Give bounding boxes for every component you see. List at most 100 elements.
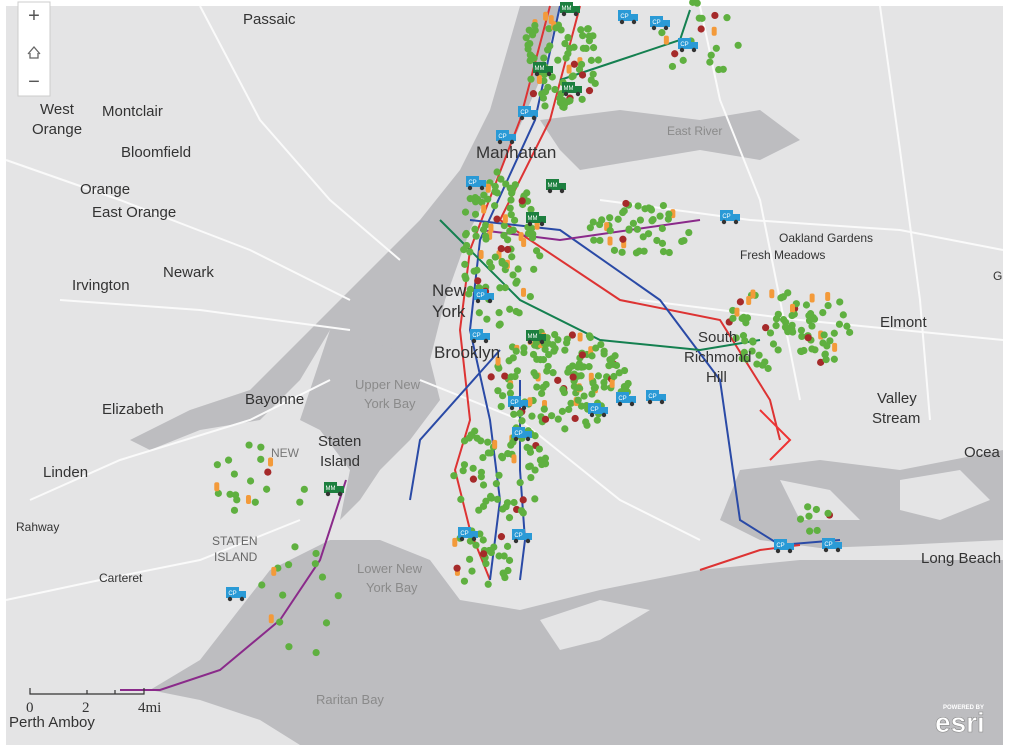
stop-dot xyxy=(477,473,485,481)
zoom-in-button[interactable]: + xyxy=(28,5,40,27)
stop-dot xyxy=(585,363,593,371)
truck-label: CP xyxy=(476,293,484,299)
truck-wheel xyxy=(527,339,533,345)
truck-body xyxy=(562,82,575,93)
stop-dot xyxy=(510,216,519,224)
school-marker xyxy=(485,183,491,193)
stop-dot xyxy=(569,72,577,80)
stop-dot xyxy=(518,417,526,425)
truck-cab xyxy=(509,134,516,141)
stop-dot xyxy=(453,564,461,572)
stop-dot xyxy=(755,351,763,359)
stop-dot xyxy=(264,468,272,476)
stop-dot xyxy=(461,231,470,239)
truck-icon: CP xyxy=(774,539,794,554)
stop-dot xyxy=(505,514,514,522)
stop-dot xyxy=(571,414,579,423)
truck-body xyxy=(226,587,239,598)
stop-dot xyxy=(525,26,533,34)
stop-dot xyxy=(471,225,479,233)
stop-dot xyxy=(465,290,473,298)
school-marker xyxy=(663,35,669,45)
place-label: Irvington xyxy=(72,277,130,294)
stop-dot xyxy=(512,347,520,355)
stop-dot xyxy=(531,341,539,349)
zoom-out-button[interactable]: − xyxy=(28,71,40,93)
home-button[interactable] xyxy=(27,46,41,59)
stop-dot xyxy=(835,320,844,328)
stop-dot xyxy=(539,383,547,391)
place-label: Montclair xyxy=(102,103,163,120)
stop-dot xyxy=(473,266,481,274)
truck-wheel xyxy=(527,221,533,227)
stop-dot xyxy=(461,208,470,216)
stop-dot xyxy=(527,473,535,482)
stop-dot xyxy=(758,361,767,369)
stop-dot xyxy=(665,210,673,218)
truck-icon: CP xyxy=(512,529,532,544)
label-line: Upper New xyxy=(355,377,421,392)
stop-dot xyxy=(743,314,752,322)
label-line: Orange xyxy=(32,121,82,138)
truck-label: MM xyxy=(564,86,574,92)
stop-dot xyxy=(334,592,342,600)
stop-dot xyxy=(526,462,534,470)
truck-wheel xyxy=(651,25,657,31)
stop-dot xyxy=(736,298,744,306)
stop-dot xyxy=(214,489,222,497)
stop-dot xyxy=(450,472,458,480)
truck-cab xyxy=(531,110,538,117)
truck-label: MM xyxy=(548,183,558,189)
truck-wheel xyxy=(239,596,245,602)
stop-dot xyxy=(472,541,480,549)
label-line: Lower New xyxy=(357,561,423,576)
truck-label: MM xyxy=(562,6,572,12)
stop-dot xyxy=(540,405,548,413)
school-marker xyxy=(495,356,501,366)
truck-wheel xyxy=(475,298,481,304)
stop-dot xyxy=(506,305,514,313)
stop-dot xyxy=(719,65,727,73)
stop-dot xyxy=(577,60,586,69)
truck-icon: CP xyxy=(588,403,608,418)
school-marker xyxy=(809,293,815,303)
truck-icon: CP xyxy=(646,390,666,405)
stop-dot xyxy=(466,195,474,203)
stop-dot xyxy=(819,308,827,317)
stop-dot xyxy=(531,495,539,503)
truck-label: CP xyxy=(776,543,784,549)
stop-dot xyxy=(479,453,487,462)
stop-dot xyxy=(479,481,488,489)
school-marker xyxy=(478,250,484,260)
truck-label: MM xyxy=(528,216,538,222)
place-label: Elmont xyxy=(880,314,928,331)
stop-dot xyxy=(598,216,606,224)
truck-body xyxy=(720,210,733,221)
stop-dot xyxy=(491,202,499,210)
school-marker xyxy=(488,223,494,233)
stop-dot xyxy=(482,560,490,568)
truck-wheel xyxy=(483,338,489,344)
stop-dot xyxy=(493,495,502,503)
stop-dot xyxy=(526,39,534,48)
stop-dot xyxy=(585,332,594,340)
stop-dot xyxy=(574,396,582,404)
truck-wheel xyxy=(546,71,552,77)
school-marker xyxy=(268,457,274,467)
truck-wheel xyxy=(647,399,653,405)
stop-dot xyxy=(541,102,549,110)
stop-dot xyxy=(471,198,480,206)
stop-dot xyxy=(578,71,587,79)
stop-dot xyxy=(246,477,255,485)
truck-label: CP xyxy=(590,407,598,413)
truck-wheel xyxy=(835,547,841,553)
stop-dot xyxy=(764,364,772,373)
school-marker xyxy=(527,397,533,407)
stop-dot xyxy=(772,322,780,330)
truck-cab xyxy=(559,183,566,190)
truck-label: CP xyxy=(514,533,522,539)
school-marker xyxy=(521,287,527,297)
stop-dot xyxy=(554,336,562,344)
truck-cab xyxy=(629,396,636,403)
